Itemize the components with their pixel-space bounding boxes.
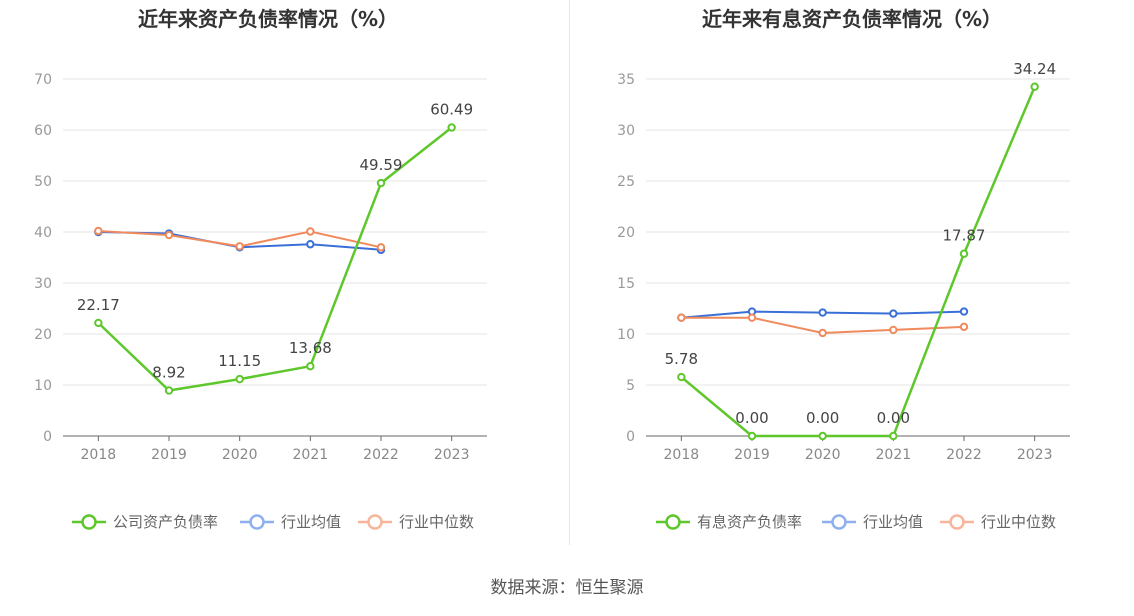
data-point [747, 313, 757, 322]
data-label: 8.92 [152, 364, 185, 382]
data-label: 0.00 [735, 409, 768, 427]
chart-panel-1: 近年来资产负债率情况（%） 0 10 20 30 40 50 60 70 2018 2019 2020… [34, 7, 487, 531]
data-label: 11.15 [218, 352, 261, 370]
series-line-1 [97, 126, 453, 392]
legend-label: 有息资产负债率 [697, 513, 802, 531]
x-tick-label: 2022 [363, 447, 399, 463]
legend-label: 行业均值 [863, 513, 923, 531]
data-label: 5.78 [665, 350, 698, 368]
data-point [889, 431, 898, 441]
legend-swatch-marker [831, 514, 847, 530]
data-point [94, 226, 103, 236]
x-tick-label: 2019 [151, 447, 187, 463]
x-tick-label: 2023 [1017, 447, 1053, 463]
x-tick-label: 2019 [734, 447, 770, 463]
y-tick-label: 30 [34, 276, 52, 292]
chart-title: 近年来有息资产负债率情况（%） [702, 7, 1002, 31]
legend-item: 行业中位数 [940, 513, 1056, 531]
y-tick-label: 50 [34, 174, 52, 190]
legend-item: 有息资产负债率 [656, 513, 802, 531]
data-point [818, 328, 827, 338]
y-tick-label: 0 [43, 429, 52, 445]
y-tick-label: 15 [617, 276, 635, 292]
data-point [306, 362, 315, 371]
data-point [306, 227, 315, 236]
y-tick-label: 70 [34, 72, 52, 88]
data-point [94, 318, 103, 328]
data-label: 22.17 [77, 296, 120, 314]
data-point [235, 374, 244, 384]
data-point [376, 243, 386, 252]
legend-label: 行业均值 [281, 513, 341, 531]
y-tick-label: 25 [617, 174, 635, 190]
data-label: 49.59 [360, 156, 403, 174]
data-point [164, 230, 174, 240]
y-tick-label: 0 [626, 429, 635, 445]
data-point [889, 309, 898, 318]
data-label: 34.24 [1013, 60, 1056, 78]
data-point [376, 178, 386, 188]
x-tick-label: 2021 [293, 447, 329, 463]
y-tick-label: 40 [34, 225, 52, 241]
x-tick-label: 2022 [946, 447, 982, 463]
data-label: 60.49 [430, 101, 473, 119]
y-tick-label: 60 [34, 123, 52, 139]
x-tick-label: 2020 [222, 447, 258, 463]
legend-item: 行业均值 [822, 513, 923, 531]
series-line-1 [680, 86, 1036, 438]
data-point [889, 325, 898, 335]
data-point [959, 249, 969, 258]
data-point [818, 431, 827, 441]
data-point [306, 240, 315, 249]
legend-item: 行业均值 [240, 513, 341, 531]
data-label: 0.00 [806, 409, 839, 427]
chart-title: 近年来资产负债率情况（%） [138, 7, 398, 31]
legend-swatch-marker [949, 514, 965, 530]
data-label: 17.87 [943, 227, 986, 245]
data-point [677, 313, 686, 322]
x-tick-label: 2018 [664, 447, 700, 463]
x-tick-label: 2023 [434, 447, 470, 463]
data-source-note: 数据来源：恒生聚源 [490, 578, 644, 598]
legend-label: 行业中位数 [981, 513, 1056, 531]
x-tick-label: 2018 [81, 447, 117, 463]
legend-swatch-marker [249, 514, 265, 530]
data-point [1030, 82, 1039, 91]
panel-divider [569, 0, 570, 545]
y-tick-label: 20 [617, 225, 635, 241]
y-tick-label: 10 [34, 378, 52, 394]
legend-item: 行业中位数 [358, 513, 474, 531]
data-point [747, 431, 757, 441]
data-point [677, 372, 686, 382]
legend-swatch-marker [367, 514, 383, 530]
y-tick-label: 20 [34, 327, 52, 343]
legend-label: 行业中位数 [399, 513, 474, 531]
data-point [818, 308, 827, 317]
legend-item: 公司资产负债率 [72, 513, 218, 531]
data-point [447, 123, 456, 132]
legend-swatch-marker [665, 514, 681, 530]
x-tick-label: 2020 [805, 447, 841, 463]
y-tick-label: 10 [617, 327, 635, 343]
y-tick-label: 30 [617, 123, 635, 139]
data-label: 13.68 [289, 339, 332, 357]
legend-label: 公司资产负债率 [113, 513, 218, 531]
data-point [164, 386, 174, 395]
data-point [959, 322, 969, 332]
data-label: 0.00 [877, 409, 910, 427]
x-tick-label: 2021 [876, 447, 912, 463]
legend-swatch-marker [81, 514, 97, 530]
y-tick-label: 35 [617, 72, 635, 88]
data-point [959, 307, 969, 316]
y-tick-label: 5 [626, 378, 635, 394]
chart-panel-2: 近年来有息资产负债率情况（%） 0 5 10 15 20 25 30 35 2018 2019 202… [617, 7, 1070, 531]
data-point [235, 242, 244, 251]
